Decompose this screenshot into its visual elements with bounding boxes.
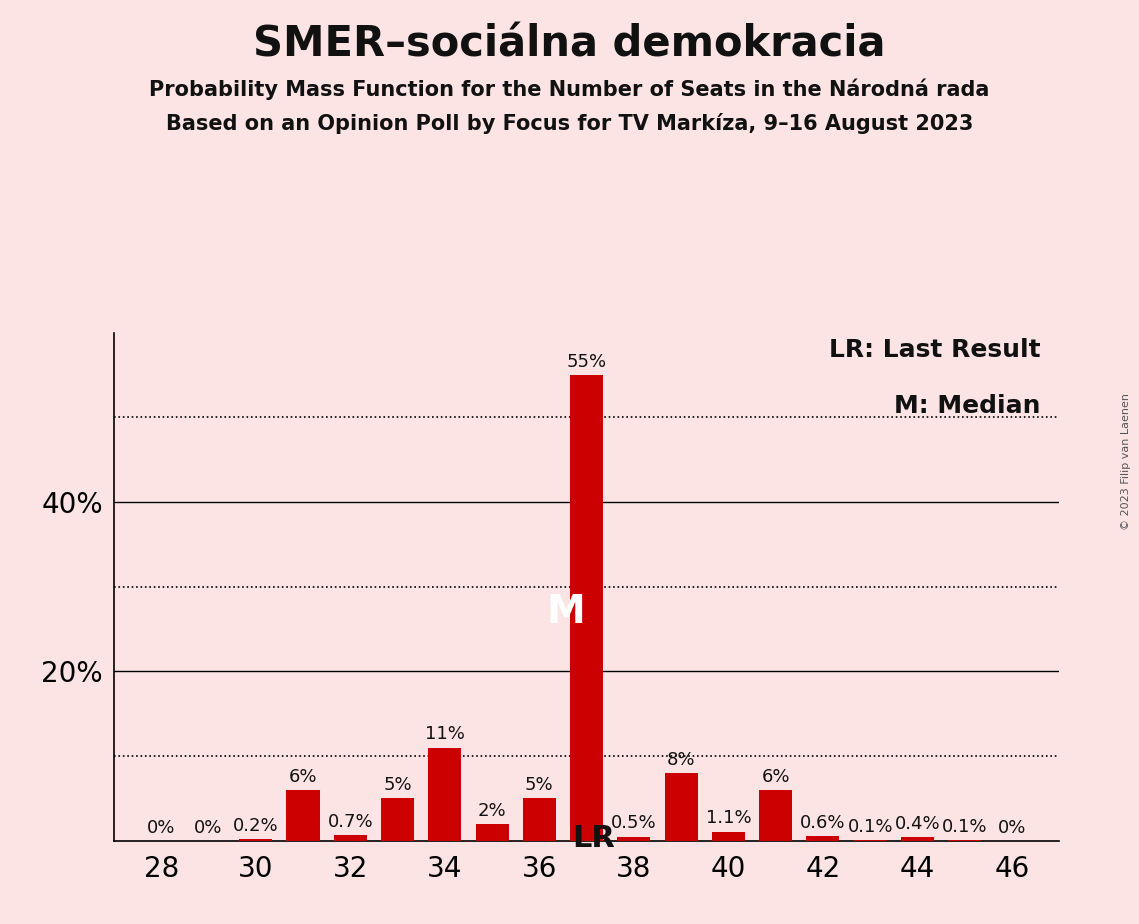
Bar	[334, 835, 367, 841]
Bar	[759, 790, 793, 841]
Text: 55%: 55%	[566, 353, 607, 371]
Text: 0.2%: 0.2%	[232, 817, 279, 835]
Text: SMER–sociálna demokracia: SMER–sociálna demokracia	[253, 23, 886, 65]
Text: 0.5%: 0.5%	[611, 814, 657, 833]
Text: 2%: 2%	[477, 802, 507, 820]
Bar	[664, 773, 698, 841]
Bar	[617, 836, 650, 841]
Bar	[286, 790, 320, 841]
Text: 0.4%: 0.4%	[894, 815, 941, 833]
Text: 8%: 8%	[666, 751, 696, 769]
Text: 0.1%: 0.1%	[847, 818, 893, 835]
Text: 0.1%: 0.1%	[942, 818, 988, 835]
Bar	[239, 839, 272, 841]
Text: LR: LR	[572, 824, 615, 853]
Text: 6%: 6%	[761, 768, 790, 785]
Bar	[570, 375, 604, 841]
Text: 5%: 5%	[525, 776, 554, 795]
Bar	[380, 798, 415, 841]
Text: 1.1%: 1.1%	[705, 809, 752, 827]
Text: © 2023 Filip van Laenen: © 2023 Filip van Laenen	[1121, 394, 1131, 530]
Bar	[475, 824, 509, 841]
Text: M: Median: M: Median	[894, 394, 1040, 418]
Text: Based on an Opinion Poll by Focus for TV Markíza, 9–16 August 2023: Based on an Opinion Poll by Focus for TV…	[166, 113, 973, 134]
Bar	[806, 835, 839, 841]
Text: 0%: 0%	[195, 819, 222, 836]
Text: 6%: 6%	[288, 768, 318, 785]
Text: 0%: 0%	[147, 819, 175, 836]
Text: M: M	[546, 593, 584, 631]
Text: 5%: 5%	[383, 776, 412, 795]
Text: LR: Last Result: LR: Last Result	[829, 337, 1040, 361]
Text: Probability Mass Function for the Number of Seats in the Národná rada: Probability Mass Function for the Number…	[149, 79, 990, 100]
Bar	[901, 837, 934, 841]
Text: 0.6%: 0.6%	[801, 813, 845, 832]
Text: 0.7%: 0.7%	[327, 813, 374, 831]
Bar	[523, 798, 556, 841]
Text: 0%: 0%	[998, 819, 1026, 836]
Bar	[712, 832, 745, 841]
Bar	[428, 748, 461, 841]
Text: 11%: 11%	[425, 725, 465, 744]
